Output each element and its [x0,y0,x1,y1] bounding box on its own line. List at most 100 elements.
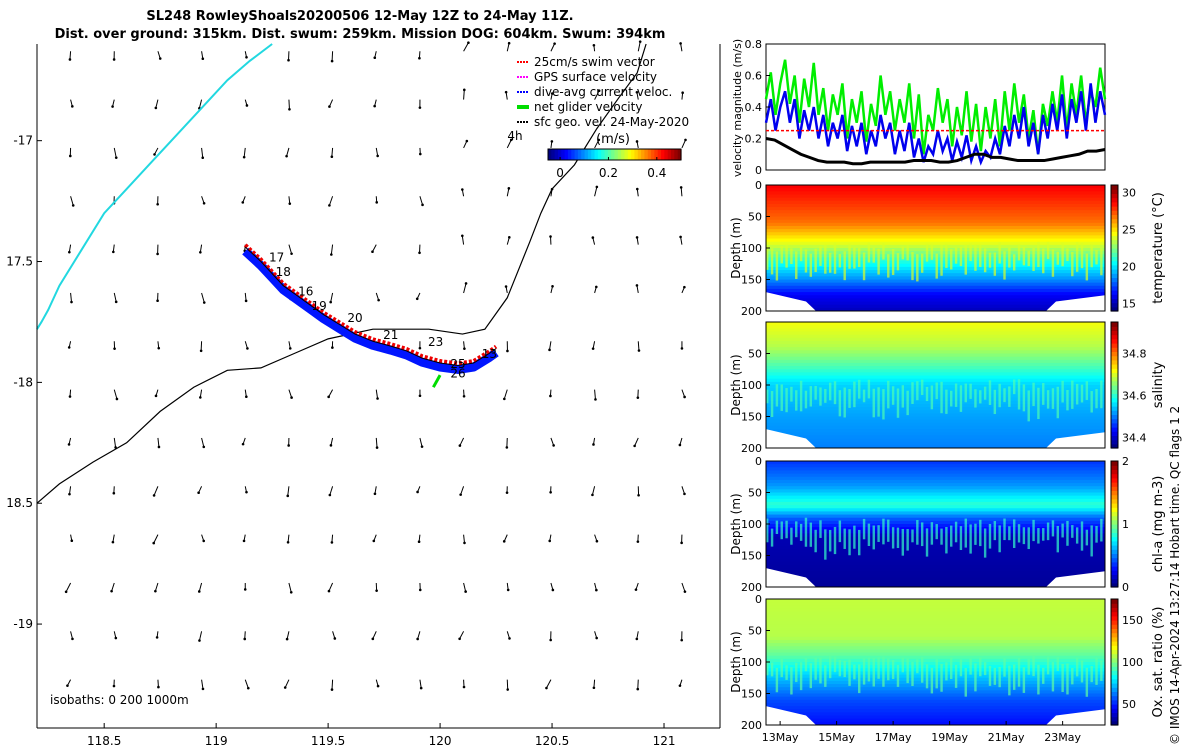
heatmap-wave [814,529,817,553]
current-arrow-head [597,89,601,93]
heatmap-band [766,605,1105,609]
chla-colorbar-segment [1111,566,1118,571]
current-arrow-head [201,57,205,61]
heatmap-wave [1095,250,1098,265]
heatmap-band [766,498,1105,503]
current-arrow-head [681,91,684,95]
salinity-colorbar-segment [1111,418,1118,424]
isobaths-label: isobaths: 0 200 1000m [50,693,189,707]
current-arrow [198,99,203,109]
current-arrow-head [636,687,640,691]
heatmap-band [766,712,1105,717]
current-arrow-head [115,397,119,401]
current-arrow [288,244,293,254]
colorbar-segment [561,149,566,160]
current-arrow [463,534,465,543]
heatmap-wave [775,667,779,693]
heatmap-band [766,690,1105,694]
salinity-colorbar-segment [1111,393,1118,399]
heatmap-wave [920,522,924,547]
oxygen-colorbar-segment [1111,704,1118,709]
heatmap-wave [930,243,934,260]
heatmap-wave [867,242,871,263]
heatmap-wave [799,247,803,262]
current-arrow-head [597,138,601,142]
temperature-colorbar-segment [1111,277,1118,283]
current-arrow [375,389,379,399]
current-arrow-head [154,394,158,398]
heatmap-wave [867,379,871,399]
current-arrow-head [683,492,686,496]
heatmap-wave [862,518,866,540]
current-arrow [680,43,683,52]
current-arrow-head [287,444,290,447]
heatmap-wave [1061,664,1064,692]
heatmap-wave [843,387,846,418]
heatmap-wave [979,519,982,547]
heatmap-wave [891,527,895,549]
heatmap-wave [804,658,808,672]
day-label: 25 [450,357,465,371]
heatmap-band [766,216,1105,221]
dive-avg-current-track [242,247,499,374]
heatmap-wave [795,251,798,279]
oxygen-colorbar-segment [1111,603,1118,608]
no-data-region [766,292,816,311]
chla-y-label: Depth (m) [729,493,743,554]
heatmap-band [766,200,1105,205]
current-arrow-head [679,235,682,239]
heatmap-wave [853,525,856,549]
chla-heatmap [766,461,1105,588]
heatmap-wave [766,389,769,404]
heatmap-wave [809,253,813,277]
oxygen-colorbar-segment [1111,708,1118,713]
heatmap-wave [1027,659,1030,675]
velocity-y-tick-label: 0.2 [745,133,763,146]
colorbar-segment [654,149,659,160]
heatmap-wave [1056,386,1059,419]
temperature-colorbar-segment [1111,239,1118,245]
heatmap-wave [988,380,992,405]
heatmap-wave [1003,518,1006,541]
chla-colorbar-segment [1111,519,1118,525]
current-arrow-head [288,202,292,205]
heatmap-wave [1022,247,1026,266]
heatmap-wave [1042,667,1045,684]
heatmap-wave [770,528,774,547]
current-arrow [550,437,555,446]
current-arrow-head [157,346,161,350]
current-arrow-head [635,91,639,94]
current-arrow-head [502,540,506,543]
current-arrow-head [638,40,642,43]
salinity-colorbar-segment [1111,376,1118,382]
legend-label: net glider velocity [534,100,642,114]
heatmap-wave [1080,521,1084,551]
day-label: 26 [450,367,465,381]
current-arrow-head [112,250,115,254]
chla-y-tick-label: 200 [741,581,762,594]
current-arrow-head [70,539,74,543]
heatmap-band [766,580,1105,585]
current-arrow-head [635,187,639,191]
temperature-colorbar-label: temperature (°C) [1151,192,1166,304]
heatmap-wave [1095,657,1098,685]
current-arrow [153,486,159,496]
salinity-heatmap [766,322,1105,449]
chla-colorbar-segment [1111,507,1118,512]
heatmap-wave [824,665,827,687]
heatmap-wave [920,253,924,273]
current-arrow-head [419,686,423,690]
salinity-y-label: Depth (m) [729,354,743,415]
salinity-colorbar-tick-label: 34.8 [1122,348,1147,361]
heatmap-band [766,505,1105,509]
heatmap-band [766,511,1105,516]
heatmap-band [766,232,1105,236]
oxygen-colorbar-tick-label: 50 [1122,698,1136,711]
current-arrow-head [68,395,72,398]
heatmap-wave [974,523,977,545]
current-arrow-head [327,395,330,399]
current-arrow-head [330,541,334,544]
current-arrow-head [241,201,245,204]
heatmap-band [766,687,1105,691]
current-arrow-head [155,636,159,639]
